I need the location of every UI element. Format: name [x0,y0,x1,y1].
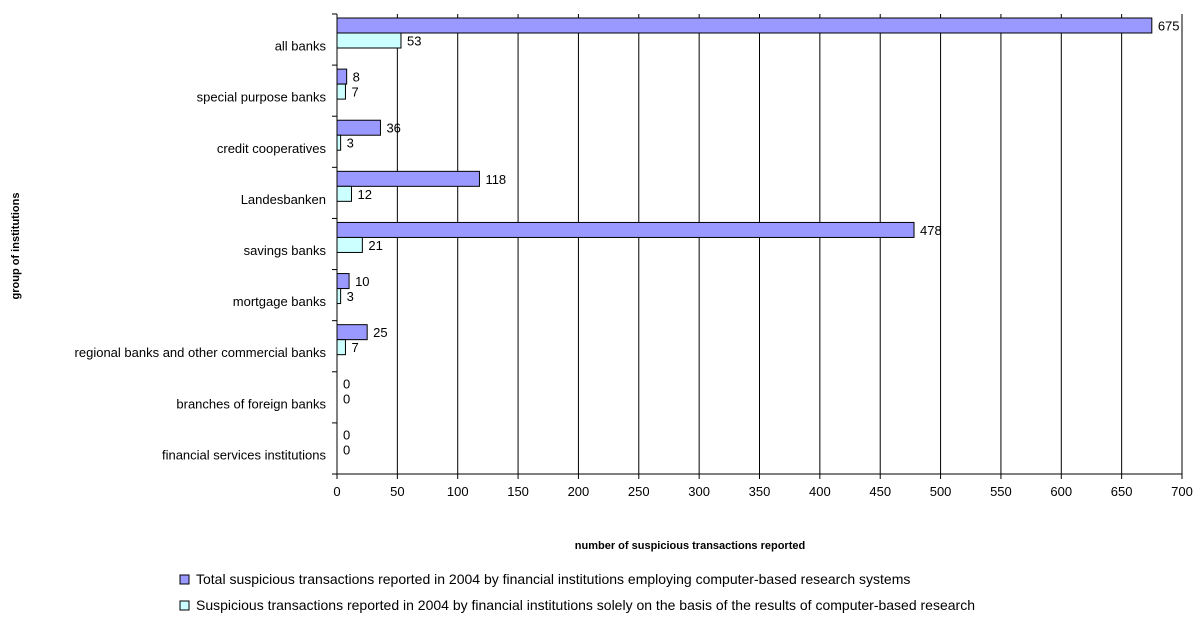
data-label: 3 [347,136,354,151]
category-label: credit cooperatives [217,141,327,156]
category-label: Landesbanken [241,192,326,207]
x-tick-label: 100 [447,484,469,499]
x-tick-label: 450 [869,484,891,499]
bar-solely [336,83,346,100]
bar-total [336,221,915,238]
x-tick-label: 250 [628,484,650,499]
labels: 0 50 100 150 200 250 300 350 400 450 500 550 600 650 7… [75,19,1193,500]
data-label: 0 [343,427,350,442]
y-axis-title: group of institutions [10,193,22,300]
x-tick-label: 50 [390,484,404,499]
legend-label-solely: Suspicious transactions reported in 2004… [196,597,975,613]
bar-total [336,17,1153,34]
bar-solely [336,134,342,151]
x-tick-label: 600 [1050,484,1072,499]
data-label: 0 [343,442,350,457]
data-label: 7 [351,340,358,355]
data-label: 10 [355,274,369,289]
category-label: savings banks [244,243,327,258]
data-label: 36 [386,121,400,136]
data-label: 0 [343,391,350,406]
legend-label-total: Total suspicious transactions reported i… [196,571,910,587]
bar-solely [336,236,363,253]
x-tick-label: 0 [333,484,340,499]
legend-swatch-total [179,574,190,585]
x-tick-label: 400 [809,484,831,499]
category-label: branches of foreign banks [176,396,326,411]
data-label: 478 [920,223,942,238]
axes [332,13,1183,479]
data-label: 53 [407,34,421,49]
bar-solely [336,288,342,305]
data-label: 8 [353,70,360,85]
legend: Total suspicious transactions reported i… [179,571,975,613]
data-label: 12 [357,187,371,202]
x-tick-label: 550 [990,484,1012,499]
category-label: special purpose banks [197,90,327,105]
x-tick-label: 350 [749,484,771,499]
data-label: 7 [351,85,358,100]
x-tick-label: 700 [1171,484,1193,499]
data-label: 675 [1158,19,1180,34]
grid-lines [396,14,1183,474]
x-tick-label: 500 [930,484,952,499]
legend-swatch-solely [179,600,190,611]
bar-total [336,170,480,187]
category-label: mortgage banks [233,294,327,309]
x-tick-label: 650 [1111,484,1133,499]
data-label: 0 [343,376,350,391]
x-tick-label: 150 [507,484,529,499]
category-label: all banks [275,39,327,54]
bar-total [336,119,381,136]
category-label: financial services institutions [162,447,327,462]
bars [336,17,1153,356]
bar-total [336,273,350,290]
data-label: 21 [368,238,382,253]
bar-total [336,68,348,85]
bar-solely [336,185,352,202]
data-label: 25 [373,325,387,340]
x-tick-label: 200 [568,484,590,499]
x-tick-label: 300 [688,484,710,499]
data-label: 118 [485,172,506,187]
x-axis-title: number of suspicious transactions report… [575,540,805,552]
data-label: 3 [347,289,354,304]
bar-solely [336,32,402,49]
bar-solely [336,339,346,356]
bar-total [336,324,368,341]
category-label: regional banks and other commercial bank… [75,345,327,360]
